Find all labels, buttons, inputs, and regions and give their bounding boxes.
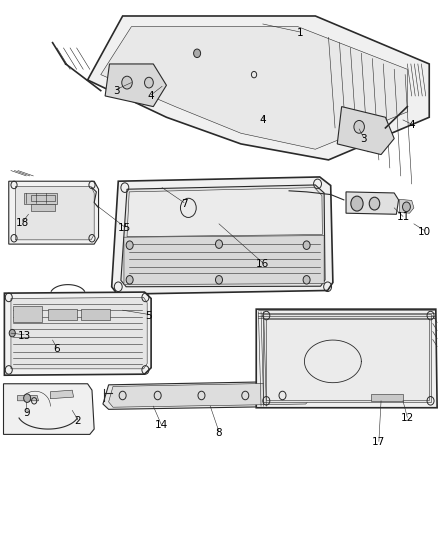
Polygon shape — [109, 383, 310, 407]
Polygon shape — [263, 314, 431, 402]
Text: 11: 11 — [396, 213, 410, 222]
Polygon shape — [124, 236, 324, 285]
Bar — [31, 195, 55, 201]
Text: 17: 17 — [372, 438, 385, 447]
Circle shape — [303, 276, 310, 284]
Circle shape — [122, 76, 132, 89]
Text: 16: 16 — [256, 259, 269, 269]
Text: 3: 3 — [113, 86, 120, 95]
Circle shape — [354, 120, 364, 133]
Circle shape — [126, 276, 133, 284]
Text: 1: 1 — [297, 28, 304, 38]
Text: 4: 4 — [148, 91, 155, 101]
Polygon shape — [4, 384, 94, 434]
Polygon shape — [101, 27, 407, 149]
Text: 3: 3 — [360, 134, 367, 143]
Polygon shape — [81, 309, 110, 320]
Bar — [31, 204, 55, 211]
Circle shape — [403, 202, 410, 212]
Text: 15: 15 — [118, 223, 131, 233]
Polygon shape — [24, 193, 57, 204]
Circle shape — [303, 241, 310, 249]
Polygon shape — [112, 177, 333, 294]
Polygon shape — [11, 297, 147, 369]
Text: 9: 9 — [24, 408, 31, 418]
Text: 8: 8 — [215, 428, 223, 438]
Text: 12: 12 — [401, 414, 414, 423]
Circle shape — [9, 329, 15, 337]
Polygon shape — [13, 306, 42, 322]
Circle shape — [215, 240, 223, 248]
Text: 4: 4 — [408, 120, 415, 130]
Circle shape — [145, 77, 153, 88]
Polygon shape — [121, 185, 325, 287]
Circle shape — [24, 394, 31, 402]
Text: 18: 18 — [16, 218, 29, 228]
Text: 2: 2 — [74, 416, 81, 426]
Polygon shape — [399, 199, 414, 213]
Polygon shape — [48, 309, 77, 320]
Polygon shape — [88, 16, 429, 160]
Circle shape — [194, 49, 201, 58]
Polygon shape — [337, 107, 394, 155]
Text: 5: 5 — [145, 311, 152, 320]
Polygon shape — [346, 192, 399, 214]
Polygon shape — [4, 292, 151, 375]
Text: 7: 7 — [180, 199, 187, 208]
Polygon shape — [103, 381, 313, 409]
Polygon shape — [105, 64, 166, 107]
Polygon shape — [127, 188, 322, 237]
Circle shape — [126, 241, 133, 249]
Circle shape — [351, 196, 363, 211]
Polygon shape — [371, 394, 403, 401]
Text: 14: 14 — [155, 421, 168, 430]
Polygon shape — [266, 319, 429, 400]
Polygon shape — [15, 187, 94, 240]
Polygon shape — [50, 390, 74, 399]
Text: 13: 13 — [18, 331, 31, 341]
Text: 6: 6 — [53, 344, 60, 354]
Polygon shape — [9, 181, 99, 244]
Polygon shape — [18, 395, 39, 401]
Text: 4: 4 — [259, 115, 266, 125]
Circle shape — [369, 197, 380, 210]
Circle shape — [215, 276, 223, 284]
Text: 10: 10 — [418, 227, 431, 237]
Polygon shape — [256, 309, 437, 408]
